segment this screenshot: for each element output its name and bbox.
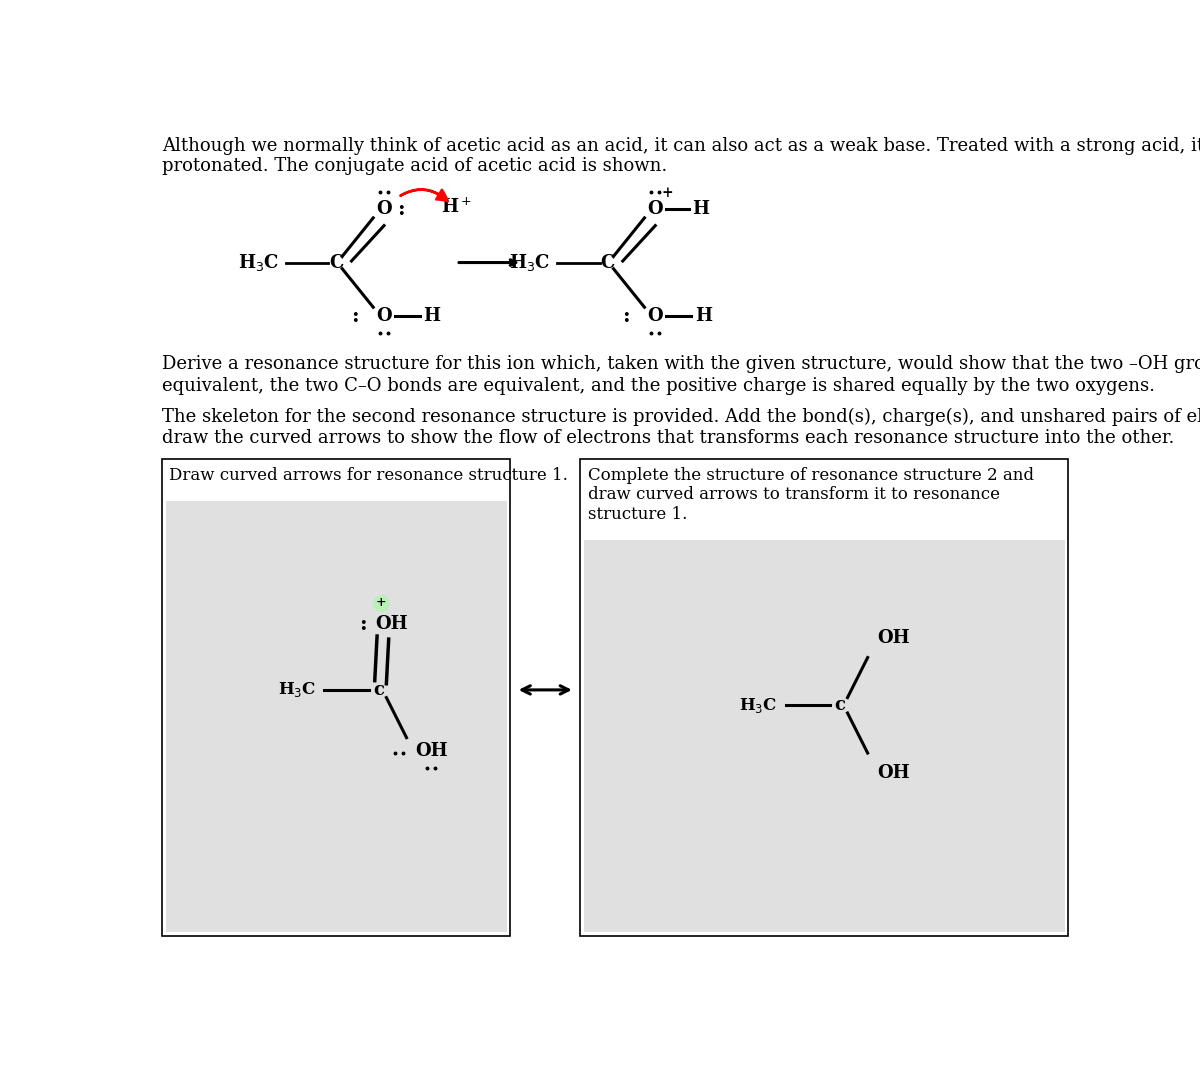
Text: :: : (350, 307, 359, 327)
Text: protonated. The conjugate acid of acetic acid is shown.: protonated. The conjugate acid of acetic… (162, 157, 667, 175)
Text: equivalent, the two C–O bonds are equivalent, and the positive charge is shared : equivalent, the two C–O bonds are equiva… (162, 377, 1154, 394)
Text: draw the curved arrows to show the flow of electrons that transforms each resona: draw the curved arrows to show the flow … (162, 429, 1174, 447)
Bar (166, 502, 506, 933)
Text: The skeleton for the second resonance structure is provided. Add the bond(s), ch: The skeleton for the second resonance st… (162, 407, 1200, 426)
Text: O: O (648, 308, 664, 326)
Text: O: O (648, 199, 664, 217)
Text: +: + (376, 596, 386, 609)
Text: H$_3$C: H$_3$C (739, 695, 778, 715)
Text: +: + (662, 186, 673, 200)
Text: Draw curved arrows for resonance structure 1.: Draw curved arrows for resonance structu… (169, 466, 569, 484)
Bar (584, 540, 1064, 933)
Text: H$_3$C: H$_3$C (509, 252, 551, 273)
Text: OH: OH (877, 764, 911, 782)
Text: H$^+$: H$^+$ (440, 197, 472, 217)
Text: C: C (600, 253, 614, 272)
Text: c: c (373, 681, 384, 699)
Text: :: : (397, 199, 404, 218)
FancyArrowPatch shape (401, 190, 448, 201)
Text: OH: OH (877, 628, 911, 646)
Text: :: : (359, 615, 367, 635)
Bar (580, 459, 1068, 936)
Text: H$_3$C: H$_3$C (278, 681, 317, 700)
Text: Complete the structure of resonance structure 2 and
draw curved arrows to transf: Complete the structure of resonance stru… (588, 466, 1034, 523)
Bar (162, 459, 510, 936)
Text: H: H (695, 308, 712, 326)
Text: H: H (691, 199, 709, 217)
Text: Derive a resonance structure for this ion which, taken with the given structure,: Derive a resonance structure for this io… (162, 355, 1200, 373)
Text: O: O (377, 308, 392, 326)
Text: OH: OH (376, 616, 408, 634)
Text: H$_3$C: H$_3$C (238, 252, 280, 273)
Text: C: C (329, 253, 343, 272)
Text: :: : (622, 307, 630, 327)
Text: O: O (377, 199, 392, 217)
Text: c: c (834, 697, 845, 715)
Text: OH: OH (415, 742, 448, 760)
Text: H: H (424, 308, 440, 326)
Text: Although we normally think of acetic acid as an acid, it can also act as a weak : Although we normally think of acetic aci… (162, 137, 1200, 155)
